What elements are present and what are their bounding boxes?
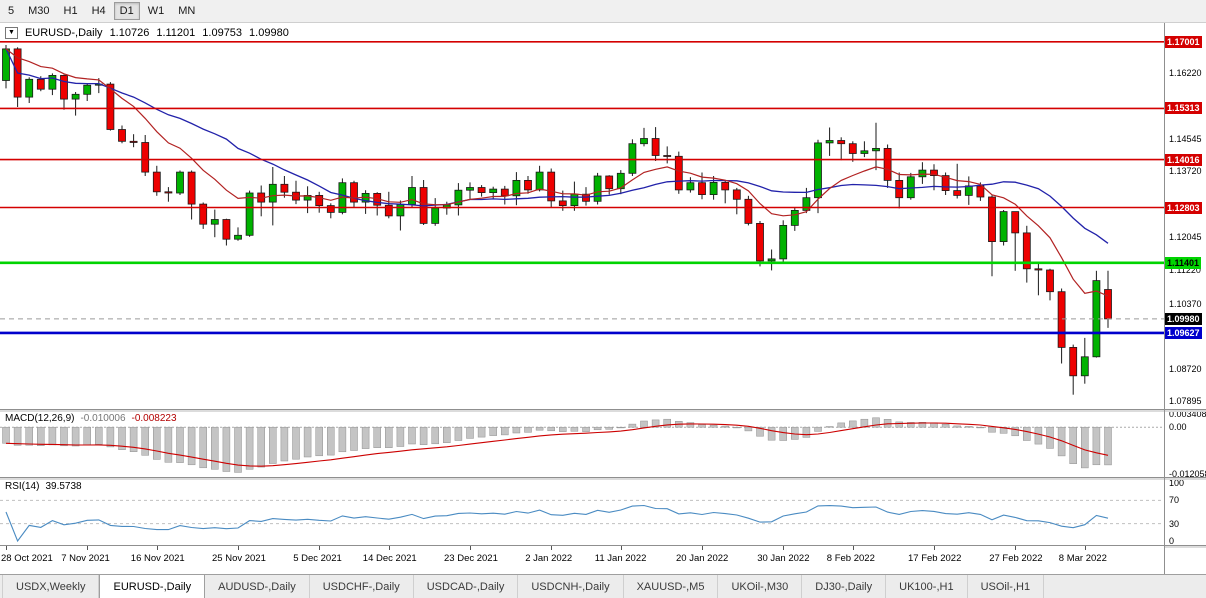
rsi-value: 39.5738 bbox=[45, 481, 82, 492]
price-line-label: 1.11401 bbox=[1165, 256, 1202, 269]
chart-tab-audusd-daily[interactable]: AUDUSD-,Daily bbox=[205, 575, 310, 598]
price-scale-label: 1.07895 bbox=[1169, 396, 1202, 407]
rsi-scale-label: 100 bbox=[1169, 478, 1185, 488]
time-axis-tick bbox=[934, 546, 935, 550]
price-chart-canvas[interactable] bbox=[0, 22, 1164, 409]
chart-tab-ukoil-m30[interactable]: UKOil-,M30 bbox=[718, 575, 803, 598]
macd-value-main: -0.010006 bbox=[80, 413, 126, 424]
time-axis-label: 17 Feb 2022 bbox=[908, 553, 962, 564]
chart-tab-uk100-h1[interactable]: UK100-,H1 bbox=[886, 575, 968, 598]
panel-separator bbox=[1165, 409, 1206, 412]
price-scale-label: 1.11220 bbox=[1169, 265, 1201, 275]
time-axis-label: 27 Feb 2022 bbox=[989, 553, 1043, 564]
time-axis-label: 16 Nov 2021 bbox=[130, 553, 185, 564]
price-axis[interactable]: 1.16220 1.14545 1.13720 1.12045 1.11220 1.103… bbox=[1164, 22, 1206, 574]
chart-tab-usdcnh-daily[interactable]: USDCNH-,Daily bbox=[518, 575, 624, 598]
price-scale-label: 1.08720 bbox=[1169, 363, 1202, 374]
time-axis-tick bbox=[470, 546, 471, 550]
price-line-label: 1.15313 bbox=[1165, 102, 1202, 115]
chart-tab-eurusd-daily[interactable]: EURUSD-,Daily bbox=[99, 575, 206, 598]
time-axis-tick bbox=[238, 546, 239, 550]
timeframe-button-h4[interactable]: H4 bbox=[91, 5, 106, 17]
chart-close-value: 1.09980 bbox=[249, 27, 289, 39]
price-scale-label: 1.16220 bbox=[1169, 67, 1202, 78]
timeframe-button-mn[interactable]: MN bbox=[178, 5, 196, 17]
time-axis-label: 5 Dec 2021 bbox=[293, 553, 342, 564]
time-axis-label: 11 Jan 2022 bbox=[594, 553, 647, 564]
time-axis-label: 8 Feb 2022 bbox=[826, 553, 875, 564]
time-axis-tick bbox=[6, 546, 7, 550]
timeframe-button-w1[interactable]: W1 bbox=[147, 5, 165, 17]
time-axis-tick bbox=[783, 546, 785, 550]
price-scale-label: 1.13720 bbox=[1169, 166, 1202, 177]
chart-high-value: 1.11201 bbox=[156, 27, 196, 39]
timeframe-button-h1[interactable]: H1 bbox=[63, 5, 78, 17]
chart-tab-dj30-daily[interactable]: DJ30-,Daily bbox=[802, 575, 887, 598]
chart-open-value: 1.10726 bbox=[109, 27, 150, 39]
time-axis-tick bbox=[1084, 546, 1086, 550]
time-axis-label: 2 Jan 2022 bbox=[525, 553, 573, 564]
rsi-scale-label: 30 bbox=[1169, 518, 1180, 529]
time-axis-tick bbox=[852, 546, 854, 550]
time-axis-label: 7 Nov 2021 bbox=[61, 553, 110, 564]
time-axis-tick bbox=[87, 546, 89, 550]
macd-indicator-header: MACD(12,26,9) -0.010006 -0.008223 bbox=[5, 413, 177, 424]
time-axis-label: 20 Jan 2022 bbox=[676, 553, 729, 564]
time-axis-label: 28 Oct 2021 bbox=[1, 553, 53, 564]
chart-tab-xauusd-m5[interactable]: XAUUSD-,M5 bbox=[624, 575, 719, 598]
chart-tab-usdcad-daily[interactable]: USDCAD-,Daily bbox=[414, 575, 519, 598]
panel-splitter[interactable] bbox=[0, 409, 1164, 412]
macd-scale-label: 0.003408 bbox=[1169, 409, 1206, 419]
price-scale-label: 1.10370 bbox=[1169, 298, 1202, 309]
price-scale-label: 1.14545 bbox=[1169, 133, 1202, 144]
rsi-scale-label: 70 bbox=[1169, 495, 1180, 506]
time-axis-label: 25 Nov 2021 bbox=[212, 553, 266, 564]
time-axis[interactable]: 28 Oct 2021 7 Nov 2021 16 Nov 2021 25 Nov 2… bbox=[0, 545, 1164, 575]
macd-scale-label: -0.012058 bbox=[1169, 469, 1206, 479]
price-scale-label: 1.12045 bbox=[1169, 232, 1202, 243]
time-axis-label: 14 Dec 2021 bbox=[362, 553, 417, 564]
rsi-label: RSI(14) bbox=[5, 481, 40, 492]
time-axis-label: 30 Jan 2022 bbox=[757, 553, 810, 564]
rsi-indicator-header: RSI(14) 39.5738 bbox=[5, 481, 82, 492]
chart-tab-usdx-weekly[interactable]: USDX,Weekly bbox=[2, 575, 100, 598]
macd-value-signal: -0.008223 bbox=[131, 413, 177, 424]
chart-tabs-bar: USDX,Weekly EURUSD-,Daily AUDUSD-,Daily USD… bbox=[0, 574, 1206, 598]
chart-tab-usoil-h1[interactable]: USOil-,H1 bbox=[968, 575, 1045, 598]
chart-tab-usdchf-daily[interactable]: USDCHF-,Daily bbox=[310, 575, 414, 598]
current-price-label: 1.09980 bbox=[1165, 312, 1202, 325]
time-axis-tick bbox=[388, 546, 390, 550]
macd-scale-label: 0.00 bbox=[1169, 422, 1187, 433]
time-axis-tick bbox=[319, 546, 321, 550]
time-axis-label: 23 Dec 2021 bbox=[444, 553, 498, 564]
chart-area[interactable]: ▼ EURUSD-,Daily 1.10726 1.11201 1.09753 … bbox=[0, 22, 1164, 575]
time-axis-tick bbox=[620, 546, 622, 550]
panel-splitter[interactable] bbox=[0, 477, 1164, 480]
panel-separator bbox=[1165, 545, 1206, 548]
timeframe-button-5[interactable]: 5 bbox=[8, 5, 15, 17]
macd-panel-canvas[interactable] bbox=[0, 411, 1164, 477]
price-line-label: 1.14016 bbox=[1165, 153, 1202, 166]
timeframe-button-d1[interactable]: D1 bbox=[113, 2, 140, 20]
chart-header: ▼ EURUSD-,Daily 1.10726 1.11201 1.09753 … bbox=[5, 27, 289, 39]
macd-label: MACD(12,26,9) bbox=[5, 413, 75, 424]
time-axis-tick bbox=[702, 546, 703, 550]
rsi-panel-canvas[interactable] bbox=[0, 479, 1164, 545]
timeframe-button-m30[interactable]: M30 bbox=[28, 5, 50, 17]
panel-separator bbox=[1165, 477, 1206, 480]
symbol-dropdown-icon[interactable]: ▼ bbox=[5, 27, 18, 39]
price-line-label: 1.09627 bbox=[1165, 326, 1202, 339]
price-line-label: 1.12803 bbox=[1165, 201, 1202, 214]
time-axis-tick bbox=[156, 546, 158, 550]
chart-symbol-label: EURUSD-,Daily bbox=[24, 27, 103, 39]
time-axis-tick bbox=[551, 546, 553, 550]
price-line-label: 1.17001 bbox=[1165, 35, 1202, 48]
time-axis-label: 8 Mar 2022 bbox=[1058, 553, 1107, 564]
chart-low-value: 1.09753 bbox=[202, 27, 243, 39]
time-axis-tick bbox=[1015, 546, 1017, 550]
rsi-scale-label: 0 bbox=[1169, 536, 1175, 546]
timeframe-toolbar: 5 M30 H1 H4 D1 W1 MN bbox=[0, 0, 1206, 23]
